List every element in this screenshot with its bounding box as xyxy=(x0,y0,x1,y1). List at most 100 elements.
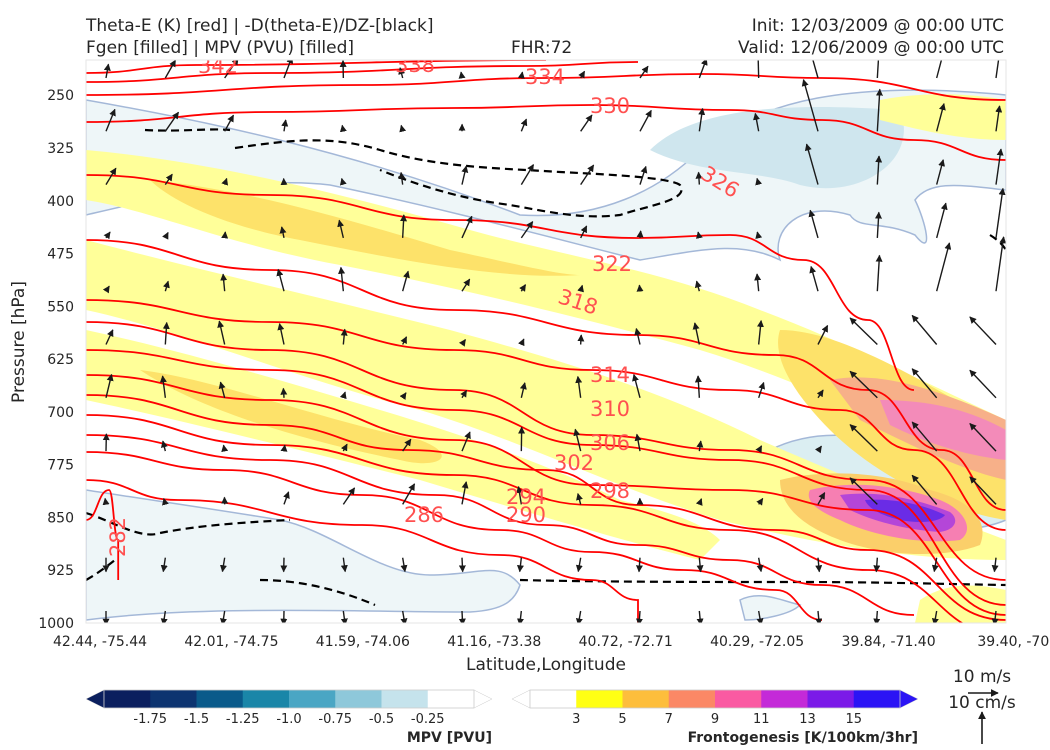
fgen-band-4 xyxy=(880,94,1006,140)
wind-vector xyxy=(280,387,288,398)
mpv-colorbar-swatch xyxy=(196,690,244,708)
wind-vector xyxy=(935,60,943,79)
theta-e-label-330: 330 xyxy=(590,94,630,118)
mpv-colorbar-left-extend xyxy=(85,689,105,709)
x-axis-label: Latitude,Longitude xyxy=(466,655,626,675)
x-tick-label: 41.16, -73.38 xyxy=(447,634,541,650)
wind-vector xyxy=(639,109,652,132)
mpv-colorbar-tick: -1.25 xyxy=(226,712,260,727)
wind-vector xyxy=(911,421,938,452)
wind-vector xyxy=(279,226,287,239)
theta-e-contour-290 xyxy=(86,451,823,621)
y-tick-label: 250 xyxy=(47,88,74,104)
fgen-colorbar-swatch xyxy=(622,690,670,708)
wind-vector xyxy=(458,557,466,573)
wind-vector xyxy=(634,327,642,345)
wind-vector xyxy=(995,187,1006,238)
wind-vector xyxy=(580,164,595,185)
wind-vector xyxy=(162,497,169,506)
wind-vector xyxy=(873,557,881,573)
fgen-colorbar-swatch xyxy=(715,690,762,708)
theta-e-contour-318 xyxy=(86,299,1006,531)
wind-vector xyxy=(518,338,525,347)
wind-vector xyxy=(849,370,878,399)
x-axis-ticks: 42.44, -75.44 42.01, -74.75 41.59, -74.06 4… xyxy=(53,634,1050,650)
wind-vector xyxy=(337,219,345,239)
wind-vector xyxy=(755,177,763,186)
mpv-colorbar-swatch xyxy=(242,690,290,708)
fgen-orange-1 xyxy=(150,180,580,276)
wind-vector xyxy=(911,368,938,399)
theta-e-label-322: 322 xyxy=(592,252,632,276)
mpv-fill-upper-dark xyxy=(650,106,904,189)
theta-e-contour-294 xyxy=(86,434,915,616)
theta-e-contour-334 xyxy=(86,73,1006,101)
mpv-colorbar-right-extend xyxy=(473,689,493,709)
wind-vector xyxy=(695,171,703,185)
wind-vector xyxy=(809,265,819,292)
plot-frame xyxy=(85,59,1007,624)
title-line-1: Theta-E (K) [red] | -D(theta-E)/DZ-[blac… xyxy=(86,16,434,36)
theta-e-contour-298 xyxy=(86,414,964,623)
theta-e-label-282: 282 xyxy=(106,517,130,557)
mpv-colorbar-tick: -0.25 xyxy=(411,712,445,727)
wind-vector xyxy=(935,202,948,239)
wind-vector xyxy=(632,373,641,398)
wind-vector xyxy=(575,610,583,623)
wind-vector xyxy=(399,392,407,400)
fgen-colorbar-tick: 15 xyxy=(845,712,862,727)
wind-vector xyxy=(995,105,1003,132)
wind-vector xyxy=(575,375,583,398)
wind-vector xyxy=(105,373,114,398)
wind-vector xyxy=(801,79,819,132)
wind-vector xyxy=(402,438,412,452)
fgen-colorbar-tick: 11 xyxy=(753,712,770,727)
wind-vector xyxy=(875,88,883,132)
mpv-colorbar-swatch xyxy=(104,690,151,708)
wind-vector xyxy=(758,381,766,399)
wind-vector xyxy=(400,557,408,573)
wind-vector xyxy=(103,63,111,79)
wind-vector xyxy=(162,231,169,240)
x-tick-label: 39.84, -71.40 xyxy=(842,634,936,650)
theta-e-label-298: 298 xyxy=(590,479,630,503)
wind-vector xyxy=(516,485,523,505)
theta-e-label-334: 334 xyxy=(525,65,565,89)
wind-vector xyxy=(875,155,883,185)
wind-vector xyxy=(520,221,534,239)
y-tick-label: 850 xyxy=(47,510,74,526)
wind-vector xyxy=(756,557,764,573)
wind-vector xyxy=(935,102,946,132)
mpv-fill-lower xyxy=(86,489,521,621)
theta-e-label-290: 290 xyxy=(506,503,546,527)
mpv-colorbar: -1.75 -1.5 -1.25 -1.0 -0.75 -0.5 -0.25 MPV [PVU… xyxy=(85,689,493,746)
wind-vector xyxy=(340,443,348,452)
wind-vector xyxy=(995,236,1006,292)
theta-e-contour-310 xyxy=(86,349,1006,606)
wind-vector xyxy=(814,445,822,454)
valid-time: Valid: 12/06/2009 @ 00:00 UTC xyxy=(738,38,1004,58)
y-tick-label: 625 xyxy=(47,352,74,368)
wind-vector xyxy=(460,389,468,399)
wind-vector xyxy=(696,440,704,452)
wind-vector xyxy=(995,60,1000,79)
wind-vector xyxy=(458,339,467,347)
wind-vector xyxy=(636,230,644,238)
fgen-colorbar-tick: 5 xyxy=(618,712,626,727)
wind-vector xyxy=(692,322,701,345)
wind-vector xyxy=(280,444,288,452)
fgen-band-5 xyxy=(915,585,1006,623)
fgen-colorbar: 3 5 7 9 11 13 15 Frontogenesis [K/100km/3hr] xyxy=(511,689,919,746)
y-tick-label: 400 xyxy=(47,194,74,210)
y-tick-label: 775 xyxy=(47,458,74,474)
mpv-colorbar-swatch xyxy=(150,690,197,708)
wind-vector xyxy=(756,319,764,345)
wind-vector xyxy=(164,60,177,79)
wind-vector xyxy=(162,321,170,345)
filled-fields: 342 338 3343303263223183143103063022982942… xyxy=(86,60,1006,623)
fgen-orange-2 xyxy=(140,370,442,464)
wind-vector xyxy=(696,557,704,573)
theta-e-label-286: 286 xyxy=(404,503,444,527)
wind-vector xyxy=(520,118,528,132)
wind-vector xyxy=(577,334,585,345)
